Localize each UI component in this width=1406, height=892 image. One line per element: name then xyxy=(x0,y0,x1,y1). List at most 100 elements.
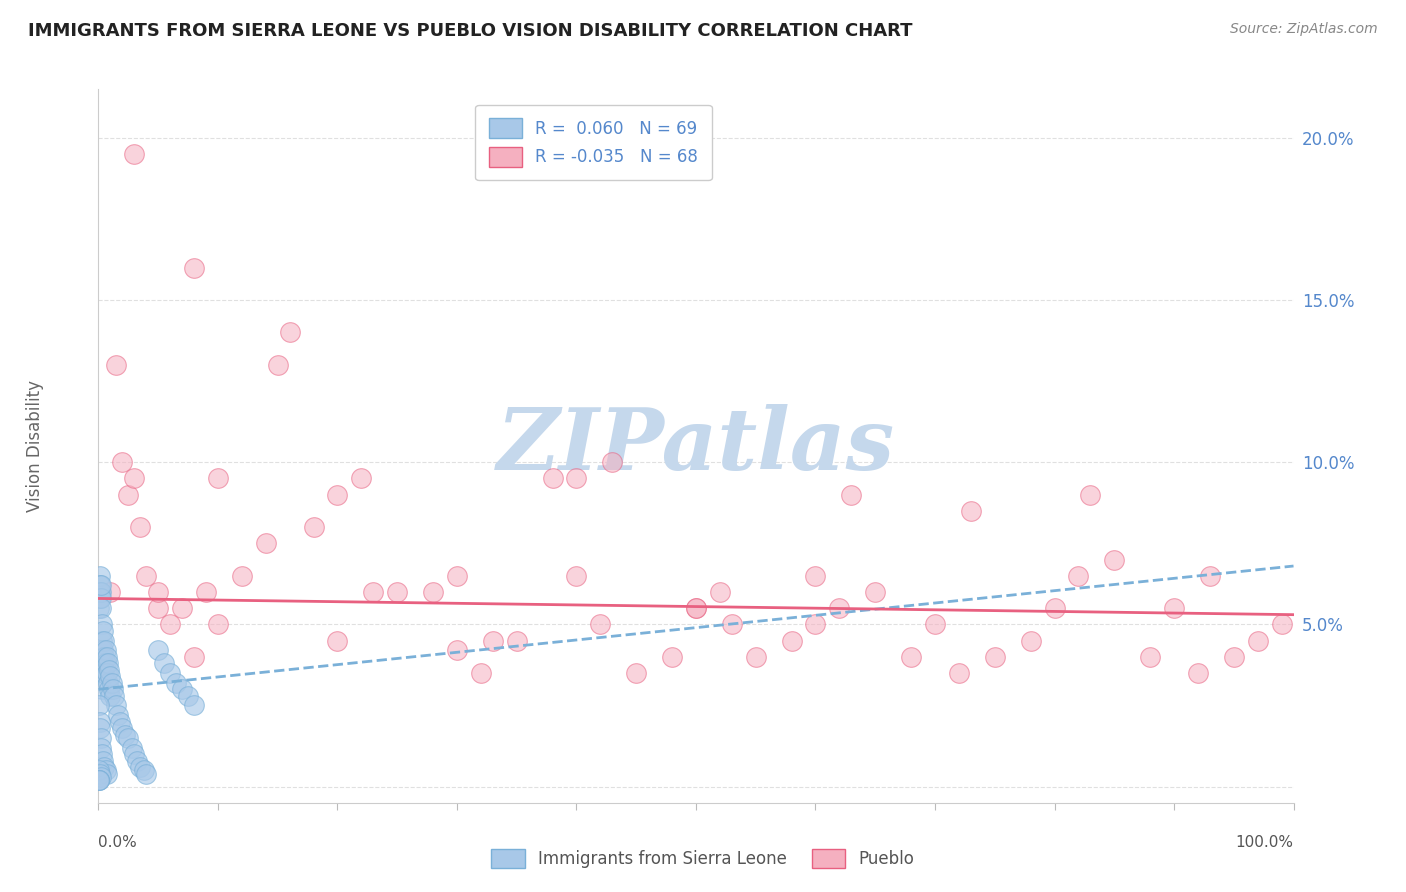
Point xyxy=(685,601,707,615)
Point xyxy=(745,649,768,664)
Point xyxy=(93,633,115,648)
Point xyxy=(565,471,588,485)
Point xyxy=(91,624,114,638)
Point xyxy=(91,747,114,761)
Point xyxy=(89,591,111,606)
Point xyxy=(91,657,114,671)
Point xyxy=(89,568,111,582)
Point xyxy=(183,649,205,664)
Point xyxy=(685,601,707,615)
Point xyxy=(780,633,803,648)
Point xyxy=(87,698,110,713)
Point xyxy=(302,520,325,534)
Point xyxy=(446,643,468,657)
Point xyxy=(363,585,385,599)
Text: Vision Disability: Vision Disability xyxy=(27,380,44,512)
Point xyxy=(129,760,152,774)
Point xyxy=(91,617,114,632)
Point xyxy=(326,633,349,648)
Point xyxy=(1102,552,1125,566)
Point xyxy=(1019,633,1042,648)
Point xyxy=(135,568,157,582)
Point xyxy=(89,766,111,780)
Point xyxy=(98,689,122,703)
Point xyxy=(661,649,683,664)
Point xyxy=(506,633,529,648)
Point xyxy=(207,471,229,485)
Point xyxy=(541,471,564,485)
Point xyxy=(565,568,588,582)
Point xyxy=(87,773,110,788)
Point xyxy=(1198,568,1220,582)
Point xyxy=(90,601,112,615)
Text: 100.0%: 100.0% xyxy=(1236,836,1294,850)
Point xyxy=(100,675,122,690)
Point xyxy=(804,568,827,582)
Legend: R =  0.060   N = 69, R = -0.035   N = 68: R = 0.060 N = 69, R = -0.035 N = 68 xyxy=(475,104,711,180)
Point xyxy=(148,601,170,615)
Point xyxy=(90,731,112,745)
Text: IMMIGRANTS FROM SIERRA LEONE VS PUEBLO VISION DISABILITY CORRELATION CHART: IMMIGRANTS FROM SIERRA LEONE VS PUEBLO V… xyxy=(28,22,912,40)
Point xyxy=(1187,666,1209,681)
Point xyxy=(326,488,349,502)
Point xyxy=(90,591,112,606)
Point xyxy=(804,617,827,632)
Point xyxy=(589,617,612,632)
Point xyxy=(111,455,134,469)
Point xyxy=(148,585,170,599)
Point xyxy=(90,770,112,784)
Point xyxy=(91,649,114,664)
Point xyxy=(89,773,111,788)
Point xyxy=(721,617,744,632)
Point xyxy=(98,682,121,697)
Point xyxy=(183,698,205,713)
Point xyxy=(97,657,120,671)
Point xyxy=(983,649,1005,664)
Point xyxy=(1067,568,1090,582)
Point xyxy=(101,682,124,697)
Point xyxy=(148,643,170,657)
Point xyxy=(93,649,115,664)
Point xyxy=(93,666,115,681)
Point xyxy=(96,649,118,664)
Point xyxy=(96,666,118,681)
Point xyxy=(93,760,115,774)
Point xyxy=(90,740,112,755)
Point xyxy=(114,728,136,742)
Point xyxy=(959,504,981,518)
Point xyxy=(89,721,111,735)
Point xyxy=(159,666,181,681)
Point xyxy=(159,617,181,632)
Point xyxy=(1080,488,1102,502)
Point xyxy=(117,731,139,745)
Text: ZIPatlas: ZIPatlas xyxy=(496,404,896,488)
Point xyxy=(172,682,194,697)
Point xyxy=(422,585,444,599)
Point xyxy=(89,578,111,592)
Point xyxy=(153,657,176,671)
Point xyxy=(98,669,122,683)
Point xyxy=(1163,601,1185,615)
Point xyxy=(948,666,970,681)
Point xyxy=(94,657,117,671)
Point xyxy=(103,689,125,703)
Point xyxy=(105,358,128,372)
Point xyxy=(1043,601,1066,615)
Point xyxy=(91,643,114,657)
Point xyxy=(90,585,112,599)
Point xyxy=(87,764,110,778)
Point xyxy=(900,649,922,664)
Point xyxy=(385,585,409,599)
Point xyxy=(98,585,122,599)
Point xyxy=(89,585,111,599)
Point xyxy=(207,617,229,632)
Point xyxy=(350,471,373,485)
Point xyxy=(446,568,468,582)
Point xyxy=(1246,633,1268,648)
Point xyxy=(97,675,120,690)
Point xyxy=(129,520,152,534)
Point xyxy=(94,764,117,778)
Point xyxy=(135,766,157,780)
Point xyxy=(600,455,623,469)
Point xyxy=(177,689,200,703)
